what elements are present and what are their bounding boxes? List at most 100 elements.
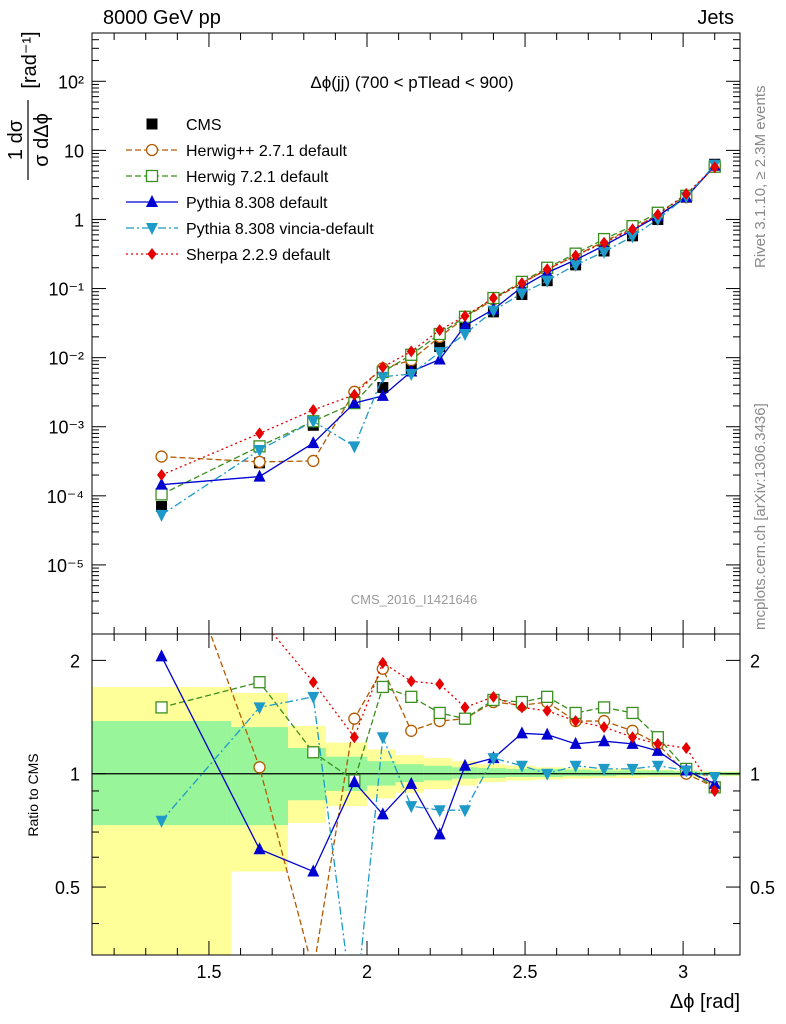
inner-uncertainty-band — [452, 767, 478, 779]
legend-item-cms: CMS — [146, 117, 222, 134]
data-point — [598, 246, 611, 259]
legend-marker — [146, 118, 158, 130]
legend-item-pythia-8-308-default: Pythia 8.308 default — [126, 195, 328, 212]
ratio-data-point — [651, 760, 664, 773]
series-line — [161, 166, 716, 476]
ratio-data-point — [515, 760, 528, 773]
data-point — [541, 275, 554, 288]
data-point — [307, 436, 320, 449]
ratio-data-point — [433, 805, 446, 818]
legend-item-herwig-7-2-1-default: Herwig 7.2.1 default — [126, 169, 329, 186]
ratio-data-point — [253, 702, 266, 715]
ratio-data-point — [405, 724, 418, 737]
ratio-data-point — [569, 736, 582, 749]
inner-uncertainty-band — [231, 727, 288, 826]
data-point — [155, 509, 168, 522]
inner-uncertainty-band — [616, 770, 646, 776]
ratio-data-point — [349, 731, 359, 744]
y-tick-label: 10⁻¹ — [48, 280, 84, 300]
legend-label: Herwig 7.2.1 default — [186, 169, 329, 186]
data-point — [653, 208, 663, 221]
data-point — [253, 445, 266, 458]
ratio-data-point — [541, 690, 554, 704]
inner-uncertainty-band — [645, 770, 674, 776]
ratio-data-point — [569, 760, 582, 773]
chart-title: Δϕ(jj) (700 < pTlead < 900) — [310, 73, 513, 92]
data-point — [155, 488, 168, 501]
ratio-data-point — [488, 690, 498, 703]
y-tick-label: 10⁻² — [48, 349, 84, 369]
ratio-data-point — [458, 712, 472, 725]
ratio-y-axis-label: Ratio to CMS — [25, 753, 41, 836]
data-point — [255, 427, 265, 440]
header-left: 8000 GeV pp — [103, 7, 221, 29]
ratio-data-point — [307, 691, 320, 704]
ratio-data-point — [376, 732, 389, 745]
legend-marker — [145, 169, 159, 183]
data-point — [378, 361, 388, 374]
ratio-data-point — [626, 763, 639, 776]
data-point — [307, 454, 320, 468]
inner-uncertainty-band — [423, 765, 453, 781]
ratio-series-pythia-8-308-vincia-default — [155, 691, 721, 955]
ratio-data-point — [626, 706, 639, 720]
data-point — [349, 388, 359, 401]
ratio-data-point — [598, 734, 611, 747]
x-tick-label: 3 — [678, 962, 688, 982]
ratio-data-point — [487, 753, 500, 766]
ratio-data-point — [253, 761, 266, 774]
data-point — [308, 403, 318, 416]
ratio-data-point — [405, 690, 418, 704]
data-point — [433, 347, 446, 360]
ratio-y-tick-label-right: 1 — [750, 765, 760, 785]
data-point — [434, 340, 446, 352]
y-tick-label: 10² — [58, 72, 84, 92]
data-point — [460, 310, 470, 323]
legend-marker — [146, 195, 158, 207]
x-tick-label: 2.5 — [513, 962, 538, 982]
data-point — [628, 223, 638, 236]
ratio-data-point — [307, 864, 320, 877]
legend-label: Herwig++ 2.7.1 default — [186, 143, 348, 160]
data-point — [571, 249, 581, 262]
ratio-plot-frame — [91, 633, 741, 956]
data-point — [599, 236, 609, 249]
y-label-fraction-numerator: 1 dσ — [5, 119, 27, 160]
legend-item-sherpa-2-2-9-default: Sherpa 2.2.9 default — [126, 247, 331, 264]
y-tick-label: 1 — [74, 210, 84, 230]
data-point — [253, 469, 266, 482]
y-tick-label: 10⁻³ — [48, 418, 84, 438]
legend-item-herwig-2-7-1-default: Herwig++ 2.7.1 default — [126, 143, 348, 160]
data-point — [487, 305, 500, 318]
ratio-y-tick-label-right: 2 — [750, 651, 760, 671]
ratio-data-point — [378, 656, 388, 669]
data-point — [515, 288, 528, 301]
ratio-data-point — [155, 701, 168, 714]
data-point — [376, 371, 389, 384]
ratio-data-point — [458, 805, 471, 818]
ratio-data-point — [376, 807, 389, 820]
ratio-data-point — [681, 742, 691, 755]
data-point — [405, 368, 418, 381]
y-label-fraction-denominator: σ dΔϕ — [31, 113, 53, 167]
ratio-y-tick-label: 2 — [70, 651, 80, 671]
x-axis-label: Δϕ [rad] — [670, 991, 740, 1013]
inner-uncertainty-band — [506, 768, 535, 778]
legend: CMS Herwig++ 2.7.1 default Herwig 7.2.1 de… — [126, 117, 374, 264]
ratio-series-sherpa-2-2-9-default — [272, 634, 720, 797]
ratio-data-point — [253, 676, 266, 689]
data-point — [458, 318, 471, 331]
ratio-data-point — [517, 701, 527, 714]
data-point — [435, 324, 445, 337]
ratio-data-point — [628, 731, 638, 744]
ratio-data-point — [307, 746, 320, 759]
ratio-data-point — [680, 765, 693, 778]
data-point — [348, 441, 361, 454]
data-point — [488, 291, 498, 304]
x-tick-label: 2 — [362, 962, 372, 982]
data-point — [155, 477, 168, 490]
analysis-watermark: CMS_2016_I1421646 — [351, 592, 478, 607]
data-point — [348, 396, 361, 409]
x-tick-label: 1.5 — [196, 962, 221, 982]
